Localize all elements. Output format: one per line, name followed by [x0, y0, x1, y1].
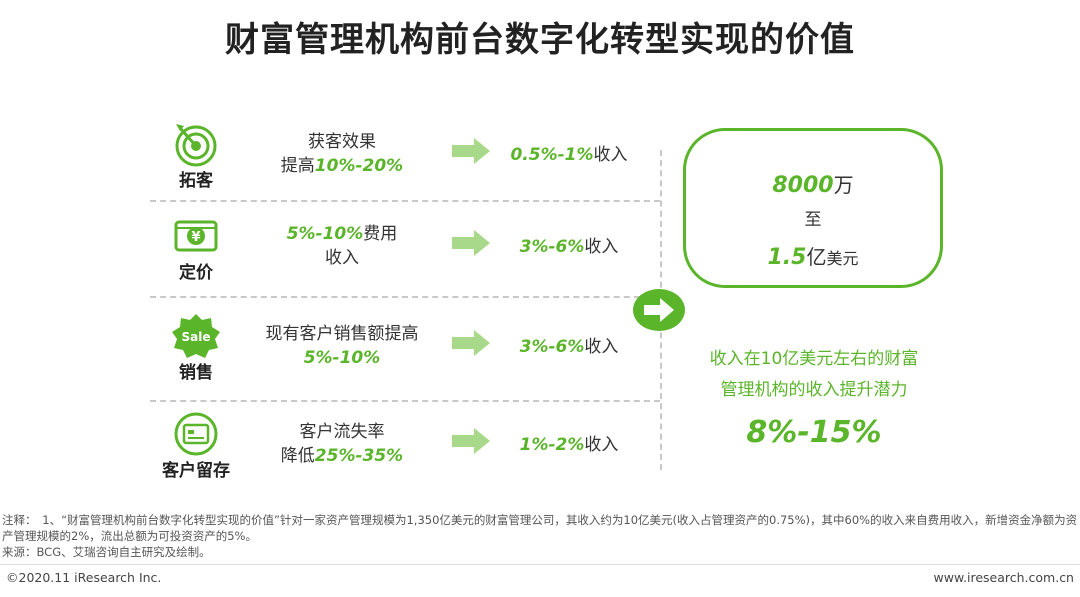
yuan-sign-icon: ¥ — [174, 220, 218, 252]
footnotes: 注释： 1、“财富管理机构前台数字化转型实现的价值”针对一家资产管理规模为1,3… — [2, 512, 1078, 560]
summary-value-1: 8000万 — [772, 173, 854, 198]
arrow-right-icon — [452, 428, 490, 454]
category-label: 拓客 — [179, 171, 213, 191]
arrow-right-icon — [452, 230, 490, 256]
category-label: 销售 — [179, 363, 213, 383]
sale-badge-icon: Sale — [172, 314, 220, 358]
potential-description: 收入在10亿美元左右的财富 管理机构的收入提升潜力 — [709, 349, 919, 400]
value-row-acquisition: 拓客 获客效果 提高10%-20% 0.5%-1%收入 — [150, 118, 660, 213]
copyright: ©2020.11 iResearch Inc. — [6, 570, 162, 585]
result-text: 3%-6%收入 — [519, 337, 619, 357]
website-link[interactable]: www.iresearch.com.cn — [933, 570, 1075, 585]
source-text: 来源：BCG、艾瑞咨询自主研究及绘制。 — [2, 545, 211, 559]
effect-text: 现有客户销售额提高 5%-10% — [265, 324, 419, 368]
big-arrow-right-icon — [633, 289, 685, 331]
note-text: 注释： 1、“财富管理机构前台数字化转型实现的价值”针对一家资产管理规模为1,3… — [2, 513, 1078, 543]
category-label: 客户留存 — [162, 461, 230, 481]
effect-text: 5%-10%费用 收入 — [286, 224, 398, 268]
arrow-right-icon — [452, 330, 490, 356]
target-icon — [175, 124, 217, 167]
row-divider — [150, 296, 660, 298]
category-label: 定价 — [179, 263, 213, 283]
card-icon — [174, 412, 218, 456]
summary-value-2: 1.5亿美元 — [767, 245, 859, 270]
value-row-pricing: ¥ 定价 5%-10%费用 收入 3%-6%收入 — [150, 210, 660, 305]
result-text: 0.5%-1%收入 — [510, 145, 628, 165]
value-row-retention: 客户留存 客户流失率 降低25%-35% 1%-2%收入 — [150, 408, 660, 503]
summary-connector: 至 — [804, 210, 822, 230]
row-divider — [150, 200, 660, 202]
effect-text: 获客效果 提高10%-20% — [280, 132, 404, 176]
value-row-sales: Sale 销售 现有客户销售额提高 5%-10% 3%-6%收入 — [150, 310, 660, 405]
svg-text:¥: ¥ — [191, 230, 200, 245]
potential-value: 8%-15% — [746, 415, 882, 450]
page-title: 财富管理机构前台数字化转型实现的价值 — [225, 20, 855, 60]
footer-divider — [0, 564, 1080, 565]
svg-text:Sale: Sale — [182, 330, 211, 344]
result-text: 3%-6%收入 — [519, 237, 619, 257]
arrow-right-icon — [452, 138, 490, 164]
result-text: 1%-2%收入 — [519, 435, 619, 455]
effect-text: 客户流失率 降低25%-35% — [280, 422, 404, 466]
summary-box: 8000万 至 1.5亿美元 — [683, 128, 943, 288]
row-divider — [150, 400, 660, 402]
